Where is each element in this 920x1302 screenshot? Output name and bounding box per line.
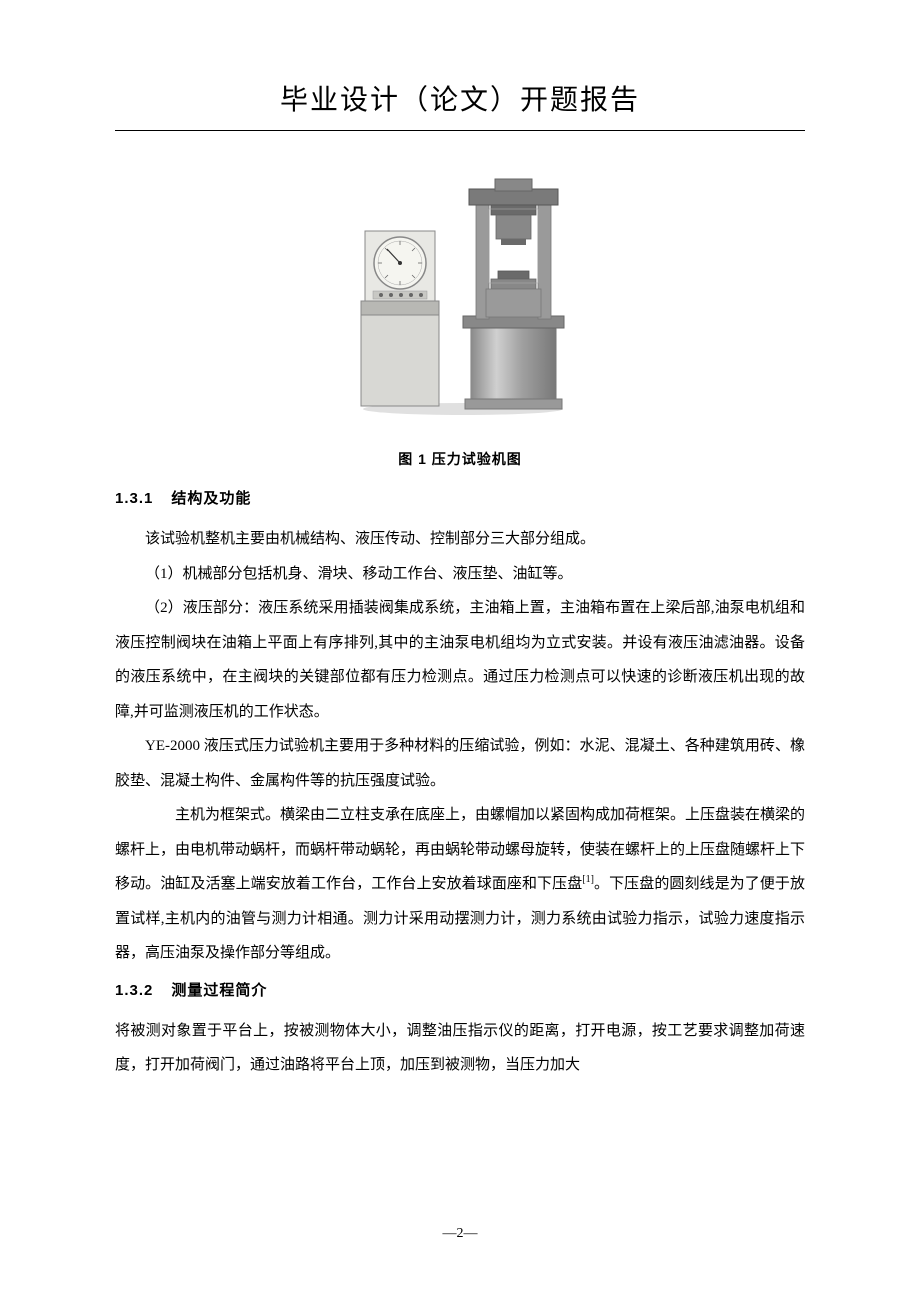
section-title: 测量过程简介 — [171, 982, 267, 999]
paragraph: （2）液压部分：液压系统采用插装阀集成系统，主油箱上置，主油箱布置在上梁后部,油… — [115, 591, 805, 729]
page-title: 毕业设计（论文）开题报告 — [115, 78, 805, 131]
document-page: 毕业设计（论文）开题报告 — [0, 0, 920, 1083]
paragraph: YE-2000 液压式压力试验机主要用于多种材料的压缩试验，例如：水泥、混凝土、… — [115, 729, 805, 798]
reference-marker: [1] — [582, 874, 594, 885]
section-heading-2: 1.3.2 测量过程简介 — [115, 979, 805, 1000]
page-number: —2— — [0, 1226, 920, 1242]
section-number: 1.3.1 — [115, 490, 153, 507]
section-number: 1.3.2 — [115, 982, 153, 999]
paragraph: （1）机械部分包括机身、滑块、移动工作台、液压垫、油缸等。 — [115, 557, 805, 592]
section-title: 结构及功能 — [171, 490, 251, 507]
figure-caption: 图 1 压力试验机图 — [115, 449, 805, 469]
paragraph: 主机为框架式。横梁由二立柱支承在底座上，由螺帽加以紧固构成加荷框架。上压盘装在横… — [115, 798, 805, 971]
figure-container — [115, 171, 805, 421]
paragraph: 将被测对象置于平台上，按被测物体大小，调整油压指示仪的距离，打开电源，按工艺要求… — [115, 1014, 805, 1083]
paragraph: 该试验机整机主要由机械结构、液压传动、控制部分三大部分组成。 — [115, 522, 805, 557]
section-heading-1: 1.3.1 结构及功能 — [115, 487, 805, 508]
testing-machine-figure — [343, 171, 578, 416]
